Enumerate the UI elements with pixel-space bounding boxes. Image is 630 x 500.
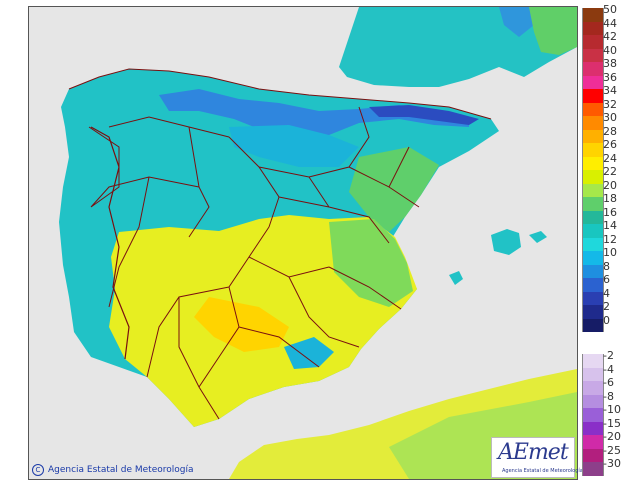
legend-swatch-negative-3 bbox=[582, 394, 604, 408]
legend-label-negative-8: -30 bbox=[603, 457, 621, 470]
legend-label-positive-6: 34 bbox=[603, 84, 617, 97]
legend-swatch-positive-12 bbox=[582, 170, 604, 184]
legend-label-positive-4: 38 bbox=[603, 57, 617, 70]
legend-swatch-positive-23 bbox=[582, 318, 604, 332]
france-alps-zone bbox=[499, 7, 534, 37]
legend-swatch-positive-14 bbox=[582, 197, 604, 211]
legend-swatch-negative-8 bbox=[582, 462, 604, 476]
legend-swatch-positive-20 bbox=[582, 278, 604, 292]
legend-label-negative-6: -20 bbox=[603, 430, 621, 443]
legend-swatch-negative-4 bbox=[582, 408, 604, 422]
legend-label-positive-8: 30 bbox=[603, 111, 617, 124]
legend-label-positive-23: 0 bbox=[603, 313, 610, 327]
legend-label-negative-4: -10 bbox=[603, 403, 621, 416]
legend-swatch-positive-18 bbox=[582, 251, 604, 265]
legend-label-positive-5: 36 bbox=[603, 70, 617, 84]
levante-green-zone bbox=[329, 219, 413, 307]
legend-swatch-positive-1 bbox=[582, 21, 604, 35]
mediterranean-coast-green bbox=[529, 7, 577, 55]
legend-swatch-positive-11 bbox=[582, 156, 604, 170]
legend-swatch-positive-4 bbox=[582, 62, 604, 76]
legend-label-negative-0: -2 bbox=[603, 349, 614, 362]
map-canvas bbox=[59, 7, 577, 479]
legend-swatch-positive-19 bbox=[582, 264, 604, 278]
legend-swatch-positive-10 bbox=[582, 143, 604, 157]
legend-swatch-negative-1 bbox=[582, 367, 604, 381]
legend-label-positive-0: 50 bbox=[603, 3, 617, 16]
copyright-text: Agencia Estatal de Meteorología bbox=[48, 465, 194, 475]
ibiza-island bbox=[449, 271, 463, 285]
aemet-logo: AEmet Agencia Estatal de Meteorología bbox=[491, 437, 583, 478]
portugal-border bbox=[90, 126, 130, 360]
legend-label-positive-19: 8 bbox=[603, 259, 610, 273]
menorca-island bbox=[529, 231, 547, 243]
legend-label-negative-5: -15 bbox=[603, 416, 621, 430]
legend-label-positive-20: 6 bbox=[603, 273, 610, 286]
legend-swatch-negative-2 bbox=[582, 381, 604, 395]
legend-swatch-positive-7 bbox=[582, 102, 604, 116]
legend-swatch-negative-7 bbox=[582, 448, 604, 462]
legend-swatch-positive-13 bbox=[582, 183, 604, 197]
legend-swatch-positive-16 bbox=[582, 224, 604, 238]
legend-swatch-positive-6 bbox=[582, 89, 604, 103]
region-borders bbox=[68, 68, 492, 420]
legend-label-positive-13: 20 bbox=[603, 178, 617, 192]
legend-swatch-positive-2 bbox=[582, 35, 604, 49]
legend-label-positive-12: 22 bbox=[603, 165, 617, 178]
legend-label-positive-11: 24 bbox=[603, 151, 617, 165]
south-mountains-zone bbox=[284, 337, 334, 369]
legend-swatch-positive-22 bbox=[582, 305, 604, 319]
legend-label-positive-9: 28 bbox=[603, 124, 617, 138]
legend-label-negative-3: -8 bbox=[603, 389, 614, 403]
legend-label-positive-1: 44 bbox=[603, 16, 617, 30]
legend-swatch-negative-0 bbox=[582, 354, 604, 368]
pyrenees-zone bbox=[369, 105, 479, 125]
guadalquivir-warm-zone bbox=[194, 297, 289, 352]
aemet-logo-subtext: Agencia Estatal de Meteorología bbox=[502, 468, 583, 474]
legend-label-positive-10: 26 bbox=[603, 138, 617, 151]
legend-swatch-negative-6 bbox=[582, 435, 604, 449]
copyright-notice: C Agencia Estatal de Meteorología bbox=[32, 464, 194, 476]
legend-swatch-positive-5 bbox=[582, 75, 604, 89]
legend-swatch-positive-3 bbox=[582, 48, 604, 62]
legend-swatch-positive-8 bbox=[582, 116, 604, 130]
legend-label-positive-2: 42 bbox=[603, 30, 617, 43]
legend-label-positive-21: 4 bbox=[603, 286, 610, 300]
temperature-map bbox=[28, 6, 578, 480]
legend-label-positive-22: 2 bbox=[603, 300, 610, 313]
legend-label-negative-2: -6 bbox=[603, 376, 614, 389]
legend-label-negative-7: -25 bbox=[603, 443, 621, 457]
legend-label-negative-1: -4 bbox=[603, 362, 614, 376]
copyright-icon: C bbox=[32, 464, 44, 476]
aemet-logo-text: AEmet bbox=[498, 440, 569, 465]
legend-swatch-negative-5 bbox=[582, 421, 604, 435]
legend-swatch-positive-21 bbox=[582, 291, 604, 305]
legend-label-positive-7: 32 bbox=[603, 97, 617, 111]
cantabrian-mountains-zone bbox=[159, 89, 469, 147]
legend-label-positive-17: 12 bbox=[603, 232, 617, 246]
iberian-range-zone bbox=[229, 125, 359, 167]
legend-swatch-positive-15 bbox=[582, 210, 604, 224]
legend-label-positive-16: 14 bbox=[603, 219, 617, 232]
legend-label-positive-14: 18 bbox=[603, 192, 617, 205]
legend-label-positive-3: 40 bbox=[603, 43, 617, 57]
legend-label-positive-18: 10 bbox=[603, 246, 617, 259]
mallorca-island bbox=[491, 229, 521, 255]
legend-swatch-positive-9 bbox=[582, 129, 604, 143]
ebro-valley-zone bbox=[349, 147, 439, 232]
legend-swatch-positive-0 bbox=[582, 8, 604, 22]
legend-swatch-positive-17 bbox=[582, 237, 604, 251]
legend-label-positive-15: 16 bbox=[603, 205, 617, 219]
